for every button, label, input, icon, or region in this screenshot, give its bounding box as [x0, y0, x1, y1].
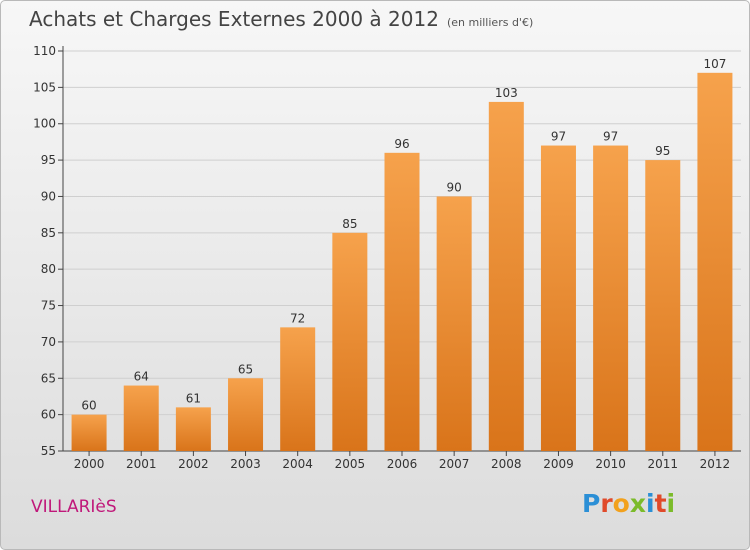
y-tick-label: 55 — [41, 444, 56, 458]
data-labels: 60 64 61 65 72 85 96 90 103 97 97 95 107 — [81, 57, 726, 413]
y-tick-label: 85 — [41, 226, 56, 240]
bar — [280, 327, 316, 451]
bar — [645, 160, 681, 451]
x-tick-label: 2000 — [74, 457, 105, 471]
bar — [332, 232, 368, 451]
y-tick-label: 100 — [33, 117, 56, 131]
chart-unit: (en milliers d'€) — [446, 16, 534, 29]
y-tick-label: 80 — [41, 262, 56, 276]
bar — [697, 72, 733, 452]
x-tick-label: 2001 — [126, 457, 157, 471]
bar — [228, 378, 264, 451]
bar — [175, 407, 211, 451]
y-tick-label: 95 — [41, 153, 56, 167]
bar-value-label: 103 — [495, 86, 518, 100]
x-tick-label: 2009 — [543, 457, 574, 471]
y-tick-label: 70 — [41, 335, 56, 349]
bar-value-label: 95 — [655, 144, 670, 158]
bar-value-label: 60 — [81, 399, 96, 413]
bar — [71, 414, 107, 451]
bar — [488, 101, 524, 451]
y-tick-label: 110 — [33, 44, 56, 58]
bar — [540, 145, 576, 451]
x-tick-label: 2005 — [335, 457, 366, 471]
bar-value-label: 64 — [134, 370, 149, 384]
x-tick-label: 2003 — [230, 457, 261, 471]
bar — [436, 196, 472, 451]
bar-value-label: 85 — [342, 217, 357, 231]
bar-value-label: 65 — [238, 362, 253, 376]
x-tick-label: 2002 — [178, 457, 209, 471]
logo-letter: x — [629, 489, 646, 518]
y-tick-label: 105 — [33, 80, 56, 94]
bar — [123, 385, 159, 451]
x-tick-label: 2010 — [595, 457, 626, 471]
bar-value-label: 97 — [551, 130, 566, 144]
logo-letter: P — [582, 489, 601, 518]
logo-letter: r — [600, 489, 613, 518]
x-tick-label: 2011 — [647, 457, 678, 471]
bar — [384, 152, 420, 451]
y-tick-label: 75 — [41, 299, 56, 313]
bar-value-label: 72 — [290, 311, 305, 325]
x-tick-label: 2008 — [491, 457, 522, 471]
logo-letter: i — [666, 489, 676, 518]
y-tick-label: 90 — [41, 189, 56, 203]
bars — [71, 72, 733, 452]
bar-value-label: 96 — [394, 137, 409, 151]
x-tick-label: 2012 — [700, 457, 731, 471]
bar-value-label: 90 — [447, 180, 462, 194]
x-tick-label: 2006 — [387, 457, 418, 471]
bar-value-label: 97 — [603, 130, 618, 144]
chart-title: Achats et Charges Externes 2000 à 2012 (e… — [29, 7, 533, 31]
x-tick-label: 2004 — [282, 457, 313, 471]
y-tick-label: 60 — [41, 408, 56, 422]
bar-value-label: 107 — [703, 57, 726, 71]
chart-title-text: Achats et Charges Externes 2000 à 2012 — [29, 7, 439, 31]
bar — [593, 145, 629, 451]
y-tick-label: 65 — [41, 371, 56, 385]
logo-letter: t — [654, 489, 667, 518]
proxiti-logo: Proxiti — [582, 489, 675, 518]
x-tick-label: 2007 — [439, 457, 470, 471]
bar-value-label: 61 — [186, 391, 201, 405]
logo-letter: o — [612, 489, 630, 518]
commune-name: VILLARIèS — [31, 497, 117, 517]
logo-letter: i — [646, 489, 655, 518]
